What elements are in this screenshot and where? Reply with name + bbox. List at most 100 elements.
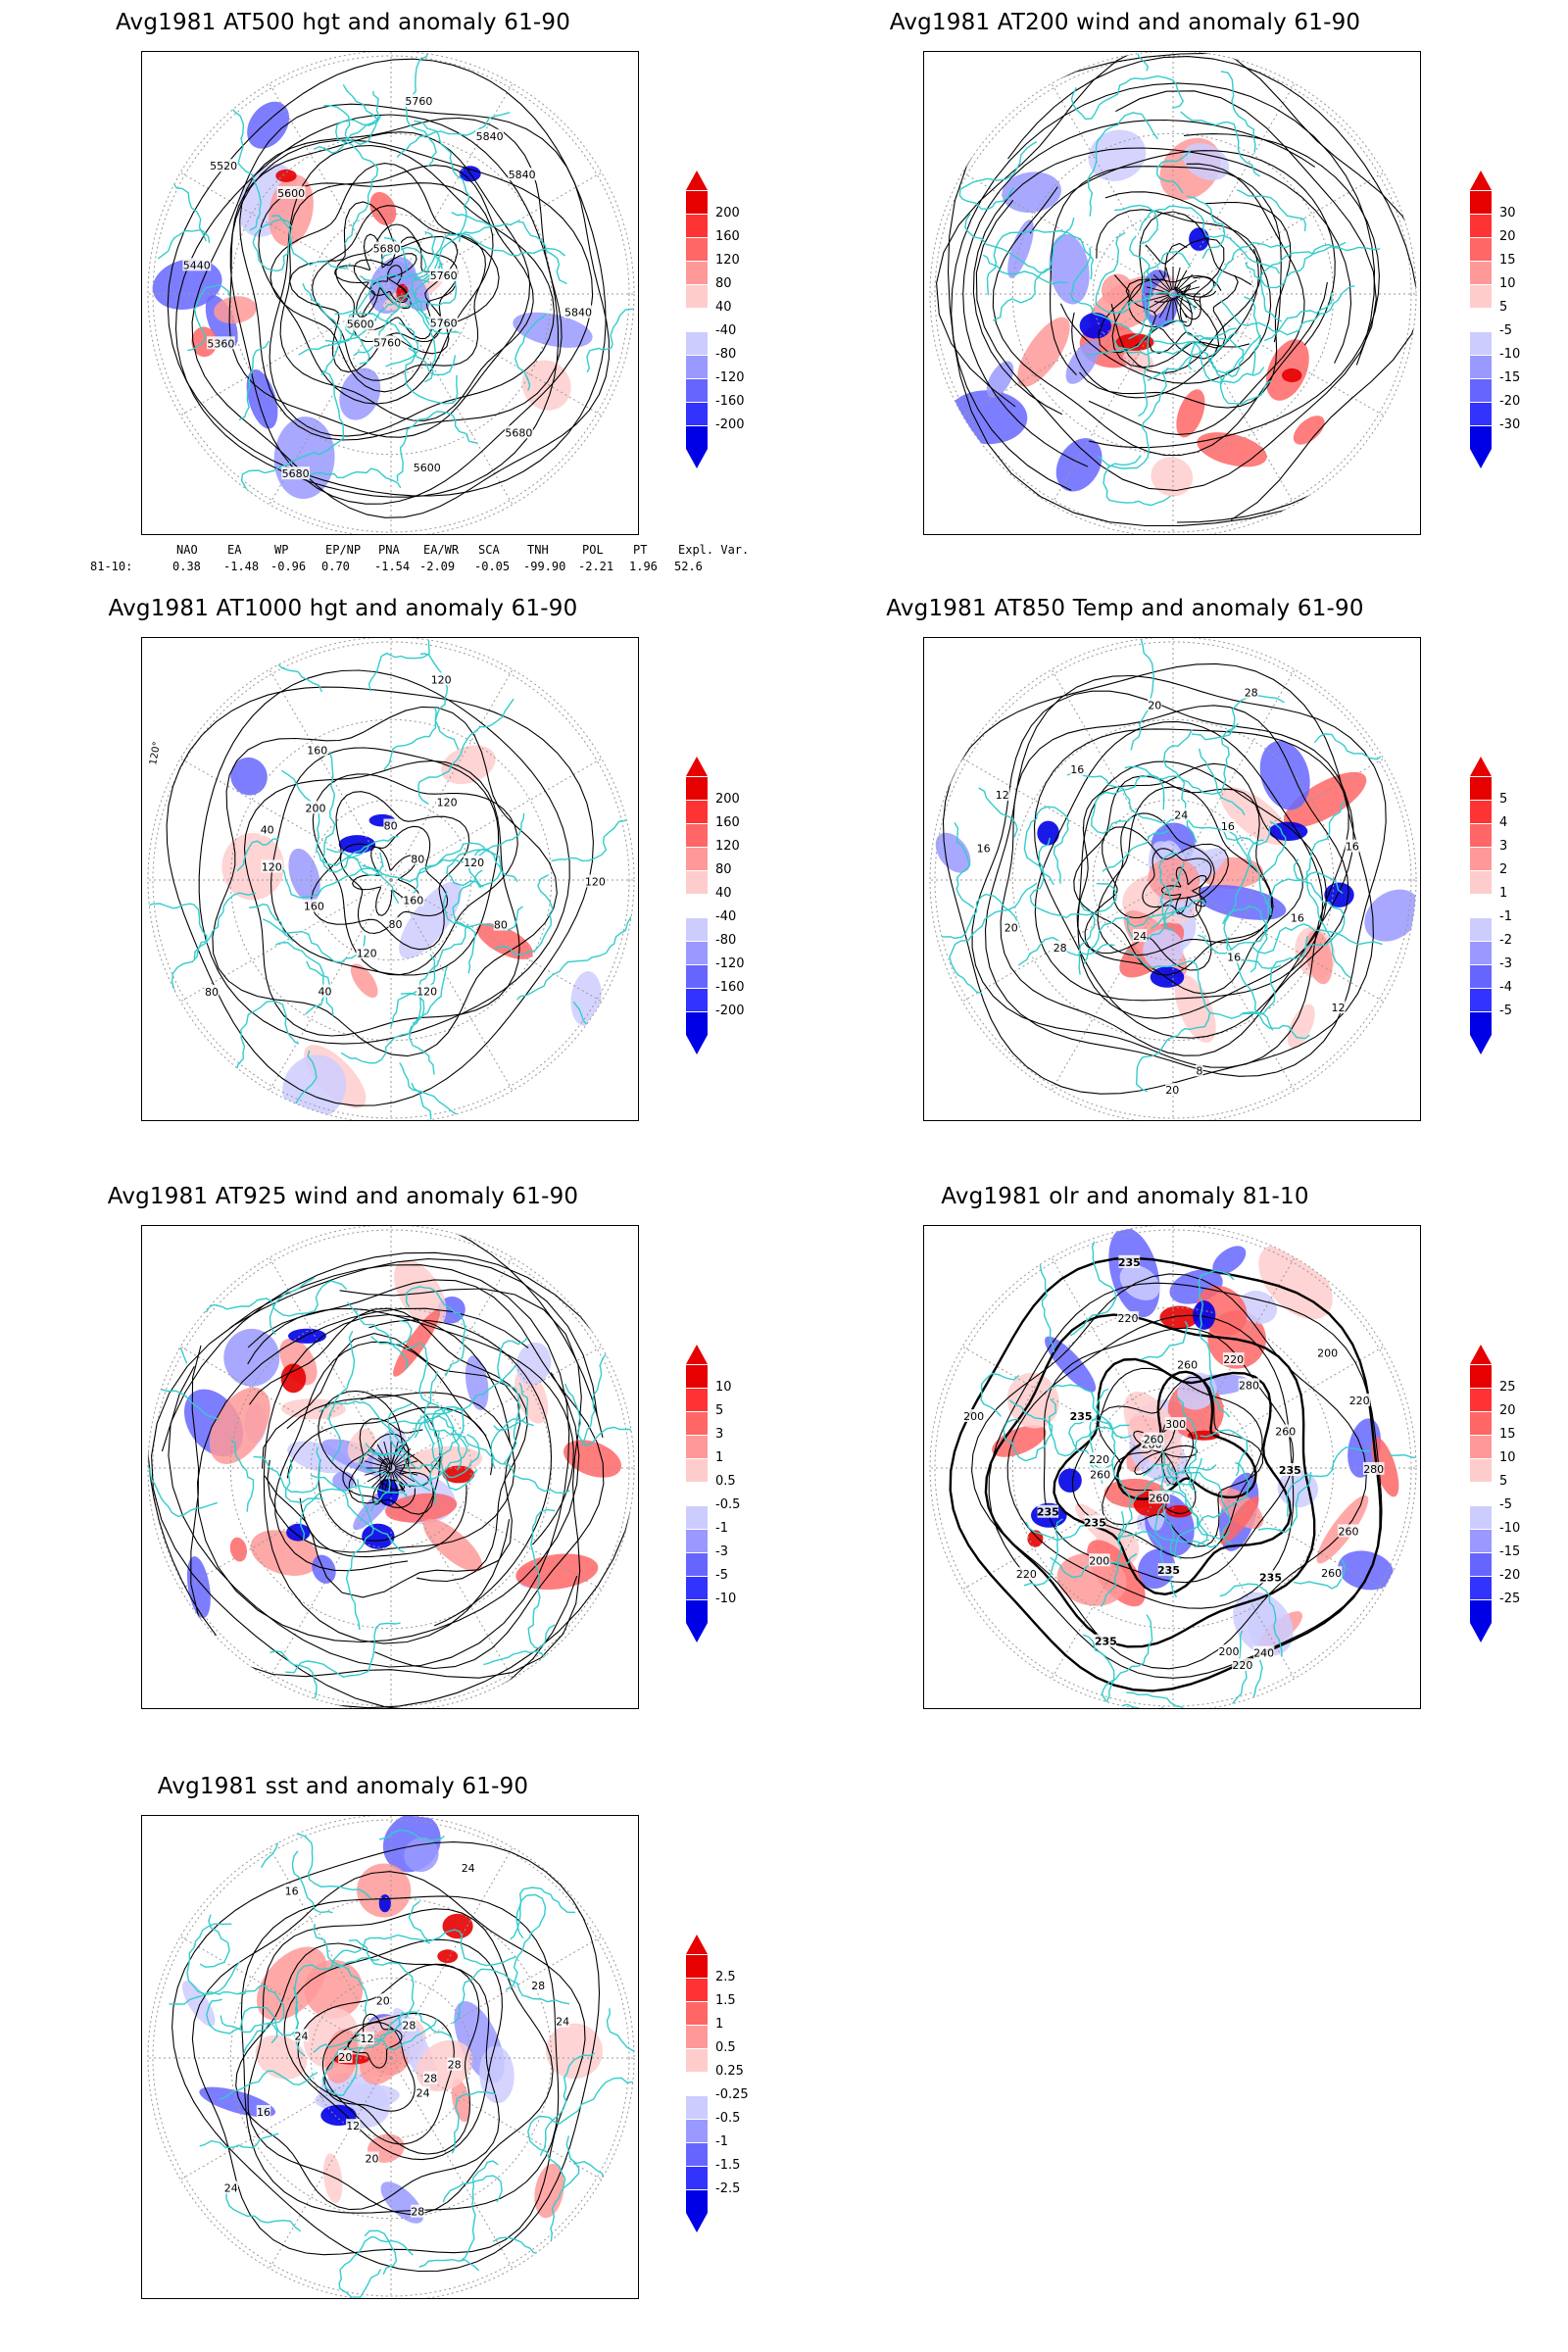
colorbar-segment: [686, 1435, 708, 1458]
coastline: [1113, 250, 1192, 351]
teleconnection-value: -2.09: [419, 560, 456, 573]
coastline: [1033, 1232, 1055, 1352]
colorbar-segment: [1470, 308, 1492, 331]
coastline: [321, 751, 370, 873]
teleconnection-header: TNH: [527, 543, 549, 557]
colorbar-label: -10: [715, 1592, 737, 1606]
coastline: [1257, 1472, 1312, 1534]
colorbar-cap-bottom: [686, 449, 708, 468]
streamline: [936, 52, 1416, 521]
panel-title-at200: Avg1981 AT200 wind and anomaly 61-90: [889, 10, 1361, 35]
contour-label-bg: [1165, 1083, 1180, 1097]
contour-label-bg: [447, 2057, 462, 2071]
colorbar-label: -1: [715, 2134, 728, 2149]
contour-label-bg: [1232, 1658, 1253, 1672]
colorbar-segment: [686, 1482, 708, 1505]
meridian-line: [961, 172, 1174, 295]
panel-title-sst: Avg1981 sst and anomaly 61-90: [157, 1774, 529, 1799]
colorbar-label: -3: [715, 1544, 728, 1559]
colorbar-segment: [1470, 964, 1492, 988]
anomaly-core: [1027, 1530, 1044, 1547]
meridian-line: [1051, 668, 1174, 881]
meridian-line: [1051, 879, 1174, 1092]
coastline: [1083, 907, 1186, 964]
contour-line: [212, 706, 558, 1057]
colorbar-cap-bottom: [1470, 1623, 1492, 1642]
anomaly-shading: [205, 295, 238, 350]
colorbar-segment: [686, 308, 708, 331]
polar-map-svg: 2802602602352402202002352352602002202352…: [929, 1226, 1417, 1708]
contour-label-bg: [281, 466, 310, 480]
polar-map-svg: [929, 52, 1417, 534]
map-boundary: [147, 1816, 635, 2298]
teleconnection-value-row: 81-10: 0.38 -1.48 -0.96 0.70 -1.54 -2.09 -0.05-…: [90, 560, 703, 631]
teleconnection-value: -99.90: [523, 560, 566, 573]
anomaly-core: [1193, 1300, 1216, 1330]
colorbar-label: 4: [1499, 815, 1508, 830]
coastline: [364, 2230, 398, 2276]
contour-line: [335, 223, 459, 343]
colorbar-label: -80: [715, 347, 737, 362]
colorbar-label: -0.5: [715, 2111, 741, 2126]
colorbar-segment: [1470, 1364, 1492, 1388]
coastline: [240, 369, 345, 495]
streamline: [951, 82, 1376, 491]
contour-label-bg: [1331, 1001, 1346, 1014]
map-at200: [923, 51, 1421, 535]
coastline: [290, 238, 351, 270]
coastline: [1140, 1320, 1189, 1361]
meridian-line: [179, 879, 392, 1003]
panel-title-at850: Avg1981 AT850 Temp and anomaly 61-90: [886, 596, 1364, 621]
colorbar-segment: [686, 190, 708, 214]
coastline: [199, 2132, 279, 2149]
coastline: [362, 842, 485, 883]
streamline: [1175, 296, 1194, 315]
coastline: [1313, 733, 1382, 760]
contour-label-bg: [1196, 1063, 1203, 1077]
contour-label: 24: [462, 1862, 475, 1875]
colorbar-label: 40: [715, 886, 732, 901]
contour-label-bg: [1362, 1461, 1385, 1475]
contour-label-bg: [1143, 1432, 1164, 1446]
contour-label: 20: [1004, 922, 1018, 935]
contour-label: 220: [1232, 1659, 1252, 1672]
streamline: [1175, 273, 1194, 292]
anomaly-shading: [339, 368, 381, 420]
anomaly-shading: [521, 360, 571, 411]
teleconnection-header: POL: [582, 543, 604, 557]
coastline: [1124, 722, 1240, 796]
contour-label-bg: [1338, 1524, 1359, 1538]
coastline: [446, 849, 518, 889]
contour-line: [339, 825, 449, 934]
streamline: [267, 1392, 515, 1553]
contour-label: 16: [1070, 763, 1084, 776]
coastline: [1070, 74, 1185, 121]
colorbar-label: 120: [715, 839, 740, 854]
streamline: [394, 1468, 418, 1476]
contour-label-bg: [338, 2050, 353, 2063]
meridian-line: [179, 2057, 392, 2180]
contour-label: 5440: [183, 259, 211, 271]
anomaly-shading: [986, 361, 1014, 398]
colorbar-label: 1: [715, 2017, 724, 2032]
streamline: [1125, 242, 1239, 355]
streamline: [370, 1447, 389, 1466]
colorbar-label: 3: [1499, 839, 1508, 854]
map-boundary: [929, 52, 1417, 534]
coastline: [1139, 205, 1281, 274]
coastline: [539, 2052, 596, 2157]
anomaly-core: [275, 169, 297, 182]
colorbar-label: -200: [715, 417, 745, 432]
anomaly-shading: [250, 1530, 319, 1576]
anomaly-shading: [273, 416, 335, 500]
contour-label: 160: [403, 895, 423, 907]
colorbar-at925: 10 5 3 1 0.5 -0.5 -1 -3 -5 -10: [686, 1345, 740, 1642]
colorbar-cap-top: [686, 1345, 708, 1364]
contour-label-bg: [403, 893, 424, 906]
contour-line: [971, 1273, 1368, 1670]
contour-label-bg: [463, 856, 485, 868]
coastline: [1187, 332, 1245, 377]
contour-label: 235: [1084, 1516, 1106, 1529]
coastline: [323, 83, 378, 146]
teleconnection-header: EA: [227, 543, 242, 557]
